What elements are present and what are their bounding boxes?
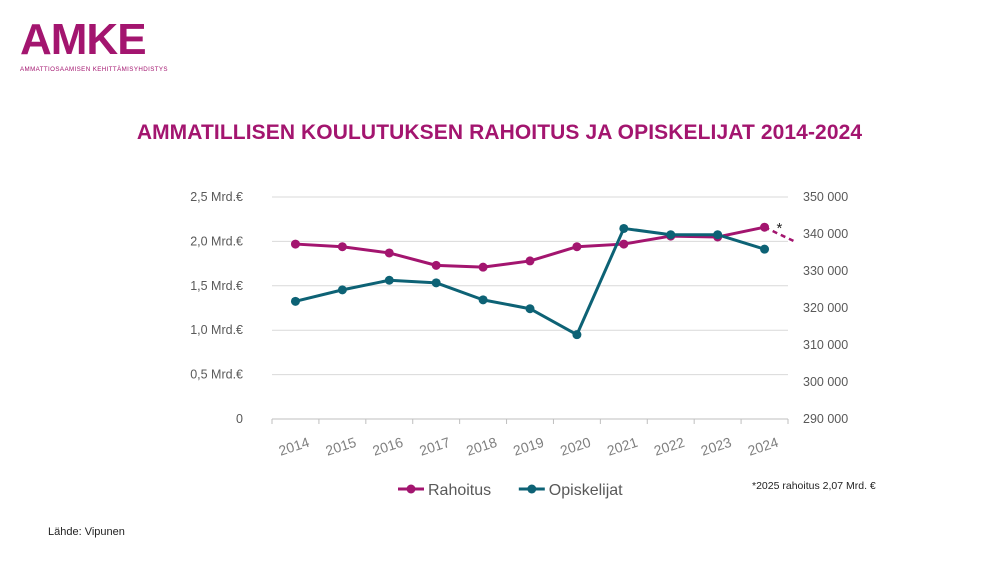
- data-point-opiskelijat: [337, 285, 347, 295]
- data-point-opiskelijat: [666, 230, 676, 240]
- x-axis-tick-label: 2016: [370, 434, 405, 459]
- data-point-rahoitus: [619, 239, 629, 249]
- legend-marker-rahoitus: [406, 484, 416, 494]
- legend-label-rahoitus: Rahoitus: [428, 482, 491, 499]
- data-point-opiskelijat: [760, 244, 770, 254]
- x-axis-tick-label: 2022: [652, 434, 687, 459]
- projection-label: *: [777, 220, 783, 237]
- right-axis-tick-label: 290 000: [803, 412, 848, 426]
- x-axis-tick-label: 2017: [417, 434, 452, 459]
- left-axis-tick-label: 1,0 Mrd.€: [190, 323, 243, 337]
- data-point-rahoitus: [478, 262, 488, 272]
- series-line-opiskelijat: [295, 226, 765, 337]
- x-axis-tick-label: 2018: [464, 434, 499, 459]
- right-axis-tick-label: 320 000: [803, 301, 848, 315]
- data-point-rahoitus: [337, 242, 347, 252]
- amke-logo: AMKE AMMATTIOSAAMISEN KEHITTÄMISYHDISTYS: [20, 15, 168, 74]
- x-axis-tick-label: 2015: [324, 434, 359, 459]
- projection-line-rahoitus: [764, 226, 795, 243]
- data-point-rahoitus: [384, 248, 394, 258]
- x-axis-tick-label: 2019: [511, 434, 546, 459]
- x-axis-tick-label: 2023: [699, 434, 734, 459]
- data-point-rahoitus: [431, 260, 441, 270]
- right-axis-tick-label: 330 000: [803, 264, 848, 278]
- data-point-opiskelijat: [572, 330, 582, 340]
- left-axis-tick-label: 1,5 Mrd.€: [190, 279, 243, 293]
- right-axis-tick-label: 310 000: [803, 338, 848, 352]
- grid-lines: [271, 196, 789, 424]
- legend-label-opiskelijat: Opiskelijat: [549, 482, 623, 499]
- data-point-opiskelijat: [431, 278, 441, 288]
- left-axis-tick-label: 2,5 Mrd.€: [190, 190, 243, 204]
- legend-marker-opiskelijat: [527, 484, 537, 494]
- data-point-opiskelijat: [384, 275, 394, 285]
- x-axis-tick-label: 2020: [558, 434, 593, 459]
- data-point-opiskelijat: [713, 230, 723, 240]
- x-axis-tick-label: 2021: [605, 434, 640, 459]
- left-axis-tick-label: 0: [236, 412, 243, 426]
- data-point-opiskelijat: [290, 296, 300, 306]
- data-point-rahoitus: [525, 256, 535, 266]
- chart-title: AMMATILLISEN KOULUTUKSEN RAHOITUS JA OPI…: [136, 121, 863, 144]
- right-axis-tick-label: 340 000: [803, 227, 848, 241]
- left-axis-tick-label: 0,5 Mrd.€: [190, 368, 243, 382]
- x-axis-tick-labels: 2014 2015 2016 2017 2018 2019 2020 2021 2022 2023…: [277, 434, 781, 459]
- series-lines: *: [290, 220, 795, 340]
- legend: Rahoitus Opiskelijat: [398, 482, 623, 499]
- data-point-rahoitus: [572, 242, 582, 252]
- x-axis-tick-label: 2024: [746, 434, 781, 459]
- source-note: Lähde: Vipunen: [48, 526, 125, 538]
- logo-subtitle: AMMATTIOSAAMISEN KEHITTÄMISYHDISTYS: [20, 66, 168, 73]
- x-axis-tick-label: 2014: [277, 434, 312, 459]
- left-axis-tick-label: 2,0 Mrd.€: [190, 234, 243, 248]
- data-point-opiskelijat: [478, 295, 488, 305]
- right-axis-tick-label: 350 000: [803, 190, 848, 204]
- data-point-rahoitus: [290, 239, 300, 249]
- left-axis-tick-labels: 0 0,5 Mrd.€ 1,0 Mrd.€ 1,5 Mrd.€ 2,0 Mrd.€ 2,5…: [190, 190, 243, 426]
- projection-footnote: *2025 rahoitus 2,07 Mrd. €: [752, 480, 876, 492]
- right-axis-tick-labels: 290 000 300 000 310 000 320 000 330 000 340 0…: [803, 190, 848, 426]
- data-point-opiskelijat: [619, 223, 629, 233]
- right-axis-tick-label: 300 000: [803, 375, 848, 389]
- data-point-opiskelijat: [525, 304, 535, 314]
- logo-wordmark: AMKE: [20, 15, 147, 64]
